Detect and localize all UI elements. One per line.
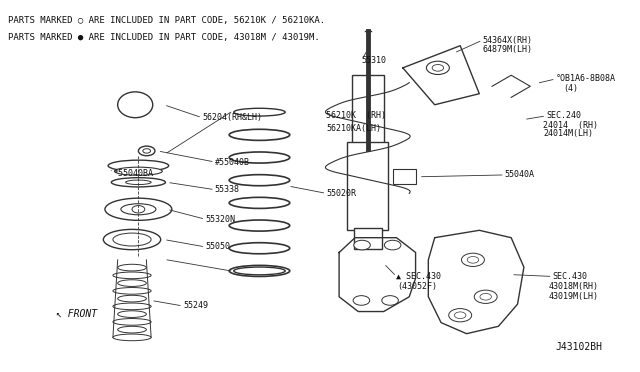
Ellipse shape bbox=[115, 167, 163, 175]
Text: PARTS MARKED ● ARE INCLUDED IN PART CODE, 43018M / 43019M.: PARTS MARKED ● ARE INCLUDED IN PART CODE… bbox=[8, 33, 319, 42]
Text: ▲ SEC.430: ▲ SEC.430 bbox=[396, 272, 442, 281]
FancyBboxPatch shape bbox=[352, 75, 384, 149]
Ellipse shape bbox=[234, 108, 285, 116]
Text: 55050: 55050 bbox=[205, 243, 230, 251]
Circle shape bbox=[426, 61, 449, 74]
Circle shape bbox=[353, 296, 370, 305]
Ellipse shape bbox=[229, 220, 290, 231]
Ellipse shape bbox=[234, 267, 285, 275]
Text: 55249: 55249 bbox=[183, 301, 208, 311]
Ellipse shape bbox=[121, 204, 156, 215]
Circle shape bbox=[454, 312, 466, 318]
Ellipse shape bbox=[103, 230, 161, 250]
Text: 43019M(LH): 43019M(LH) bbox=[548, 292, 598, 301]
Circle shape bbox=[385, 240, 401, 250]
Text: 55338: 55338 bbox=[215, 185, 240, 194]
FancyBboxPatch shape bbox=[394, 169, 415, 184]
Text: 55040A: 55040A bbox=[505, 170, 535, 179]
Text: °OB1A6-8B08A: °OB1A6-8B08A bbox=[556, 74, 616, 83]
Ellipse shape bbox=[113, 318, 151, 325]
Ellipse shape bbox=[113, 303, 151, 310]
Ellipse shape bbox=[118, 280, 147, 286]
Text: 54364X(RH): 54364X(RH) bbox=[483, 36, 532, 45]
Text: 56210KA(LH): 56210KA(LH) bbox=[326, 124, 381, 133]
Ellipse shape bbox=[125, 180, 151, 185]
Text: 55020R: 55020R bbox=[326, 189, 356, 198]
Ellipse shape bbox=[113, 288, 151, 294]
Text: 55320N: 55320N bbox=[205, 215, 236, 224]
Text: 24014  (RH): 24014 (RH) bbox=[543, 121, 598, 129]
Ellipse shape bbox=[229, 175, 290, 186]
Ellipse shape bbox=[105, 198, 172, 220]
Ellipse shape bbox=[111, 178, 166, 187]
Text: (4): (4) bbox=[563, 84, 579, 93]
Ellipse shape bbox=[113, 272, 151, 279]
Text: PARTS MARKED ○ ARE INCLUDED IN PART CODE, 56210K / 56210KA.: PARTS MARKED ○ ARE INCLUDED IN PART CODE… bbox=[8, 16, 325, 25]
Circle shape bbox=[467, 257, 479, 263]
Text: SEC.430: SEC.430 bbox=[552, 272, 588, 281]
Circle shape bbox=[138, 146, 155, 156]
Ellipse shape bbox=[118, 295, 147, 302]
Circle shape bbox=[132, 206, 145, 213]
Text: #55040B: #55040B bbox=[215, 157, 250, 167]
Text: 56204(RH&LH): 56204(RH&LH) bbox=[202, 113, 262, 122]
Text: (43052F): (43052F) bbox=[397, 282, 438, 291]
Circle shape bbox=[432, 64, 444, 71]
Circle shape bbox=[354, 240, 371, 250]
Ellipse shape bbox=[108, 160, 169, 171]
Text: 56210K  (RH): 56210K (RH) bbox=[326, 111, 387, 121]
Circle shape bbox=[382, 296, 398, 305]
Circle shape bbox=[461, 253, 484, 266]
Ellipse shape bbox=[229, 197, 290, 208]
FancyBboxPatch shape bbox=[354, 228, 382, 249]
FancyBboxPatch shape bbox=[348, 142, 388, 230]
Text: 64879M(LH): 64879M(LH) bbox=[483, 45, 532, 54]
Text: 43018M(RH): 43018M(RH) bbox=[548, 282, 598, 291]
Ellipse shape bbox=[113, 233, 151, 246]
Text: ↖ FRONT: ↖ FRONT bbox=[56, 308, 97, 318]
Ellipse shape bbox=[229, 152, 290, 163]
Text: SEC.240: SEC.240 bbox=[546, 111, 581, 121]
Text: 24014M(LH): 24014M(LH) bbox=[543, 129, 593, 138]
Ellipse shape bbox=[118, 311, 147, 317]
Text: J43102BH: J43102BH bbox=[556, 341, 603, 352]
Circle shape bbox=[449, 309, 472, 322]
Text: 55310: 55310 bbox=[362, 56, 387, 65]
Ellipse shape bbox=[118, 92, 153, 118]
Ellipse shape bbox=[118, 264, 147, 271]
Ellipse shape bbox=[118, 326, 147, 333]
Ellipse shape bbox=[229, 265, 290, 276]
Circle shape bbox=[143, 149, 150, 153]
Circle shape bbox=[474, 290, 497, 304]
Ellipse shape bbox=[113, 334, 151, 341]
Ellipse shape bbox=[229, 243, 290, 254]
Ellipse shape bbox=[229, 129, 290, 140]
Text: *55040BA: *55040BA bbox=[113, 169, 153, 177]
Circle shape bbox=[480, 294, 492, 300]
